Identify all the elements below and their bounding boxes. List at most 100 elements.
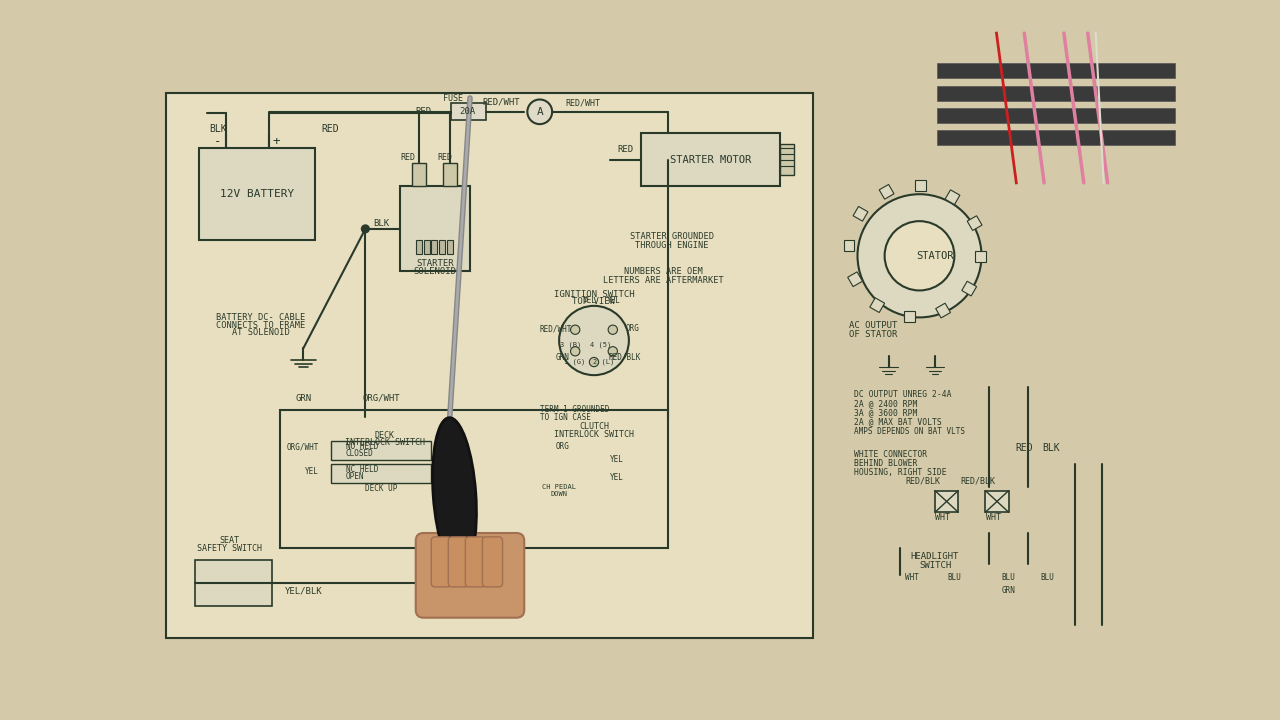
Text: RED/BLK: RED/BLK [609,353,641,362]
Text: YEL: YEL [584,296,596,305]
Text: 3A @ 3600 RPM: 3A @ 3600 RPM [854,408,916,418]
Text: RED: RED [438,153,453,162]
Text: YEL: YEL [607,296,621,305]
Text: WHT: WHT [905,573,919,582]
FancyBboxPatch shape [483,537,503,587]
Text: RED: RED [401,153,416,162]
Text: INTERLOCK SWITCH: INTERLOCK SWITCH [344,438,425,447]
Text: OF STATOR: OF STATOR [849,330,897,339]
Text: RED: RED [617,145,634,154]
FancyBboxPatch shape [448,537,468,587]
Text: BLK: BLK [1042,444,1060,454]
Text: CLUTCH: CLUTCH [579,422,609,431]
Text: IGNITION SWITCH: IGNITION SWITCH [554,289,635,299]
Text: 12V BATTERY: 12V BATTERY [220,189,294,199]
Text: RED: RED [1015,444,1033,454]
Bar [879,184,893,199]
Text: STARTER MOTOR: STARTER MOTOR [669,155,751,165]
Bar [424,240,430,254]
Text: AMPS DEPENDS ON BAT VLTS: AMPS DEPENDS ON BAT VLTS [854,427,965,436]
Bar [945,190,960,204]
Text: DC OUTPUT UNREG 2-4A: DC OUTPUT UNREG 2-4A [854,390,951,399]
Text: TOP VIEW: TOP VIEW [572,297,616,307]
Bar [198,148,315,240]
Text: TERM 1 GROUNDED: TERM 1 GROUNDED [540,405,609,414]
Text: 4 (5): 4 (5) [590,341,611,348]
Text: DECK: DECK [375,431,394,440]
Circle shape [571,346,580,356]
Text: 2 (L): 2 (L) [593,359,614,365]
Text: BLK: BLK [372,219,389,228]
Bar [968,216,982,230]
Circle shape [589,357,599,366]
Text: SEAT: SEAT [220,536,239,545]
Circle shape [571,325,580,334]
Text: ORG: ORG [626,325,640,333]
Bar [195,560,273,606]
Text: STARTER GROUNDED: STARTER GROUNDED [630,232,713,241]
Text: STATOR: STATOR [916,251,954,261]
Text: -: - [214,135,221,148]
Text: RED/WHT: RED/WHT [564,99,600,108]
Bar [852,207,868,221]
Text: YEL: YEL [611,473,625,482]
Text: WHITE CONNECTOR: WHITE CONNECTOR [854,450,927,459]
Bar [937,86,1175,101]
Text: 20A: 20A [460,107,476,117]
Text: ORG/WHT: ORG/WHT [287,442,319,451]
Text: NO HELD: NO HELD [346,442,379,451]
Text: HOUSING, RIGHT SIDE: HOUSING, RIGHT SIDE [854,469,946,477]
Text: 1 (G): 1 (G) [564,359,585,365]
Text: CLOSED: CLOSED [346,449,374,458]
FancyBboxPatch shape [466,537,485,587]
Bar [937,108,1175,123]
Text: CONNECTS TO FRAME: CONNECTS TO FRAME [216,320,306,330]
Text: TO IGN CASE: TO IGN CASE [540,413,590,422]
Text: GRN: GRN [1002,586,1015,595]
Circle shape [608,346,617,356]
Text: BLU: BLU [1002,573,1015,582]
Bar [401,186,470,271]
Text: GRN: GRN [296,394,311,402]
Text: SOLENOID: SOLENOID [413,266,457,276]
Bar [431,240,438,254]
Text: +: + [273,135,280,148]
Text: BLK: BLK [210,124,227,134]
Circle shape [361,225,369,233]
Text: AT SOLENOID: AT SOLENOID [232,328,289,337]
Text: RED/BLK: RED/BLK [960,477,995,486]
Ellipse shape [433,418,476,572]
Text: RED: RED [415,107,431,117]
Text: LETTERS ARE AFTERMARKET: LETTERS ARE AFTERMARKET [603,276,724,285]
Bar [780,144,794,175]
Circle shape [559,306,628,375]
Text: RED/WHT: RED/WHT [539,325,571,333]
Bar [936,303,951,318]
Text: 3 (B): 3 (B) [561,341,581,348]
Text: SWITCH: SWITCH [919,561,951,570]
Bar [330,441,431,460]
Text: DOWN: DOWN [550,492,567,498]
Text: YEL: YEL [305,467,319,476]
Circle shape [858,194,982,318]
Text: OPEN: OPEN [346,472,365,481]
FancyBboxPatch shape [416,533,525,618]
Text: YEL: YEL [611,455,625,464]
Text: 2A @ 2400 RPM: 2A @ 2400 RPM [854,399,916,408]
Text: WHT: WHT [986,513,1001,522]
Circle shape [608,325,617,334]
Bar [934,490,959,512]
Text: HEADLIGHT: HEADLIGHT [911,552,959,561]
Bar [166,93,813,638]
Text: INTERLOCK SWITCH: INTERLOCK SWITCH [554,430,634,439]
Text: ORG: ORG [556,442,570,451]
Circle shape [884,221,955,290]
Text: 2A @ MAX BAT VOLTS: 2A @ MAX BAT VOLTS [854,418,941,427]
Text: BEHIND BLOWER: BEHIND BLOWER [854,459,916,468]
Text: GRN: GRN [556,353,570,362]
Text: BATTERY DC- CABLE: BATTERY DC- CABLE [216,313,306,322]
Bar [447,240,453,254]
Bar [847,272,863,287]
Bar [904,311,915,322]
Text: CH PEDAL: CH PEDAL [543,484,576,490]
